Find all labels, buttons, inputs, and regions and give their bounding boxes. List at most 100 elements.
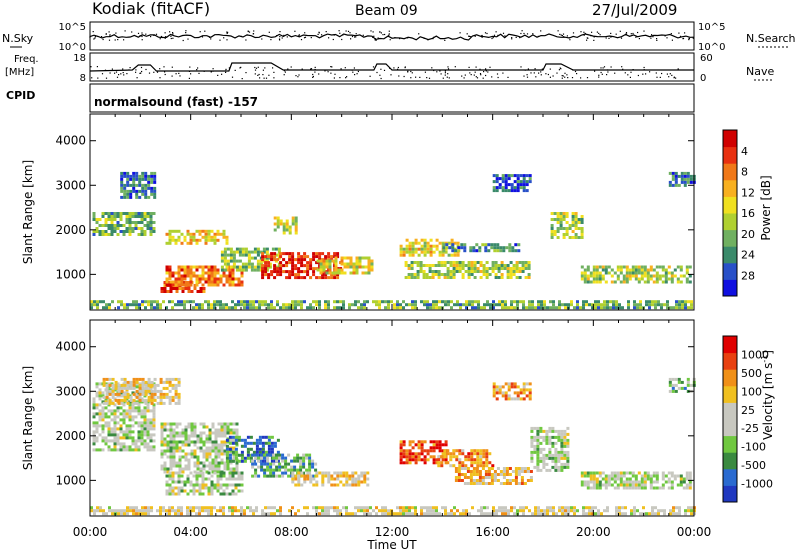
heatmap-cell (226, 253, 230, 257)
heatmap-cell (455, 267, 459, 270)
heatmap-cell (327, 512, 330, 516)
heatmap-cell (565, 215, 569, 218)
heatmap-cell (137, 424, 141, 428)
heatmap-cell (568, 224, 572, 227)
heatmap-cell (120, 398, 124, 402)
heatmap-cell (195, 471, 199, 475)
heatmap-cell (238, 247, 242, 251)
heatmap-cell (438, 306, 441, 310)
heatmap-cell (468, 300, 471, 304)
heatmap-cell (501, 509, 504, 513)
heatmap-cell (110, 430, 114, 434)
heatmap-cell (457, 473, 461, 476)
heatmap-cell (345, 506, 348, 510)
nave-point (603, 66, 606, 68)
heatmap-cell (417, 446, 421, 450)
nave-point (567, 77, 569, 79)
heatmap-cell (174, 509, 177, 513)
heatmap-cell (573, 506, 576, 510)
heatmap-cell (255, 447, 259, 451)
heatmap-cell (560, 468, 564, 472)
heatmap-cell (143, 406, 147, 410)
heatmap-cell (279, 509, 282, 513)
heatmap-cell (408, 449, 412, 453)
heatmap-cell (267, 264, 271, 268)
heatmap-cell (305, 468, 309, 472)
heatmap-cell (536, 435, 540, 439)
nsearch-point (114, 39, 116, 41)
nave-point (272, 67, 274, 69)
nave-point (148, 72, 151, 74)
nsearch-point (304, 32, 306, 34)
heatmap-cell (586, 280, 590, 284)
heatmap-cell (328, 262, 332, 266)
heatmap-cell (235, 268, 239, 272)
heatmap-cell (146, 427, 150, 431)
heatmap-cell (631, 471, 635, 475)
heatmap-cell (223, 256, 227, 260)
heatmap-cell (381, 300, 384, 304)
heatmap-cell (294, 258, 298, 262)
heatmap-cell (445, 246, 449, 250)
heatmap-cell (543, 303, 546, 307)
heatmap-cell (661, 280, 665, 284)
heatmap-cell (336, 306, 339, 310)
heatmap-cell (144, 389, 148, 393)
heatmap-cell (324, 303, 327, 307)
heatmap-cell (184, 281, 188, 284)
heatmap-cell (110, 215, 114, 218)
nsearch-point (101, 36, 103, 38)
heatmap-cell (180, 268, 184, 272)
heatmap-cell (201, 268, 205, 272)
nsearch-point (276, 35, 278, 37)
heatmap-cell (284, 459, 288, 463)
heatmap-cell (522, 303, 525, 307)
heatmap-cell (686, 383, 690, 387)
heatmap-cell (240, 459, 244, 463)
heatmap-cell (222, 235, 226, 239)
nsearch-point (486, 32, 488, 35)
heatmap-cell (676, 280, 680, 284)
heatmap-cell (631, 268, 635, 272)
heatmap-cell (202, 467, 206, 471)
heatmap-cell (153, 174, 157, 178)
heatmap-cell (216, 477, 220, 481)
heatmap-cell (183, 283, 187, 287)
heatmap-cell (513, 397, 517, 401)
heatmap-cell (539, 468, 543, 472)
heatmap-cell (171, 271, 175, 275)
heatmap-cell (126, 183, 130, 187)
heatmap-cell (282, 252, 286, 256)
heatmap-cell (551, 453, 555, 457)
nave-point (101, 73, 104, 75)
nsearch-point (632, 32, 634, 35)
heatmap-cell (270, 435, 274, 439)
nsearch-point (226, 32, 228, 34)
heatmap-cell (252, 306, 255, 310)
heatmap-cell (651, 506, 654, 510)
heatmap-cell (219, 303, 222, 307)
heatmap-cell (685, 474, 689, 478)
heatmap-cell (122, 230, 126, 233)
heatmap-cell (113, 427, 117, 431)
heatmap-cell (502, 246, 506, 250)
nsearch-point (493, 34, 496, 36)
heatmap-cell (291, 270, 295, 274)
heatmap-cell (677, 174, 681, 178)
heatmap-cell (143, 412, 147, 416)
heatmap-cell (171, 509, 174, 513)
heatmap-cell (520, 482, 524, 485)
heatmap-cell (223, 250, 227, 254)
colorbar-tick-label: -25 (741, 422, 759, 435)
heatmap-cell (507, 388, 511, 392)
heatmap-cell (539, 450, 543, 454)
heatmap-cell (580, 480, 584, 484)
heatmap-cell (475, 482, 479, 485)
heatmap-cell (543, 300, 546, 304)
heatmap-cell (592, 274, 596, 278)
nsearch-point (484, 32, 487, 34)
heatmap-cell (297, 270, 301, 274)
heatmap-cell (102, 306, 105, 310)
heatmap-cell (399, 452, 403, 456)
heatmap-cell (138, 398, 142, 402)
